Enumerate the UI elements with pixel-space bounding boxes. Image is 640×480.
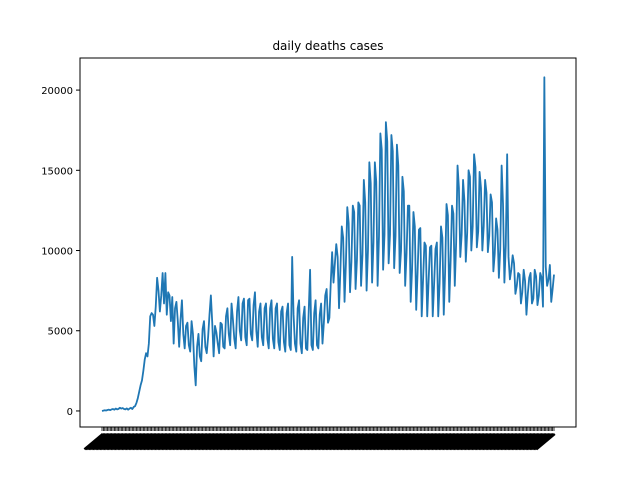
y-tick-label: 0 — [67, 407, 73, 418]
y-tick-label: 15000 — [41, 166, 73, 177]
series-line — [101, 76, 555, 412]
chart-title: daily deaths cases — [272, 39, 383, 53]
y-tick-label: 5000 — [48, 327, 73, 338]
y-tick-label: 10000 — [41, 247, 73, 258]
plot-area — [101, 76, 555, 412]
axes-frame — [79, 57, 577, 428]
y-tick-label: 20000 — [41, 86, 73, 97]
x-tick-label — [535, 433, 556, 451]
x-axis-ticks — [83, 427, 556, 451]
y-axis-ticks: 0 5000 10000 15000 20000 — [41, 86, 80, 418]
